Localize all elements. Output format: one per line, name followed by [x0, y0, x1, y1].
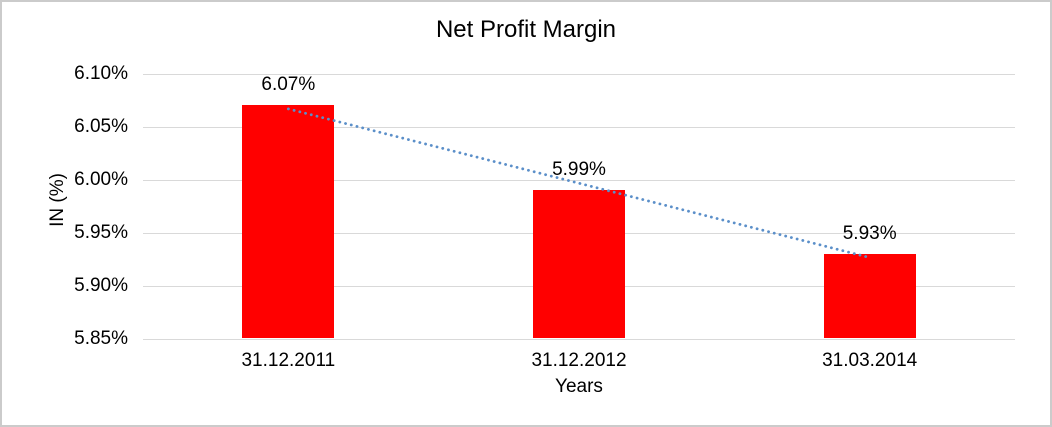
y-tick-label: 6.10% [74, 62, 128, 84]
gridline [143, 339, 1015, 340]
y-tick-label: 5.85% [74, 328, 128, 349]
y-tick-label: 6.00% [74, 168, 128, 190]
bar-data-label: 6.07% [261, 74, 316, 96]
bar [242, 105, 335, 338]
bar [823, 254, 916, 338]
y-tick-label: 6.05% [74, 115, 128, 137]
y-tick-label: 5.90% [74, 274, 128, 296]
x-axis-title: Years [555, 376, 603, 397]
x-tick-label: 31.12.2011 [241, 350, 336, 371]
x-tick-label: 31.03.2014 [822, 350, 918, 371]
gridline [143, 73, 1015, 75]
x-tick-label: 31.12.2012 [531, 350, 627, 371]
y-tick-label: 5.95% [74, 221, 128, 243]
chart-title: Net Profit Margin [435, 16, 617, 43]
bar-data-label: 5.93% [842, 223, 897, 245]
bar-data-label: 5.99% [552, 159, 606, 181]
bar [533, 190, 625, 338]
